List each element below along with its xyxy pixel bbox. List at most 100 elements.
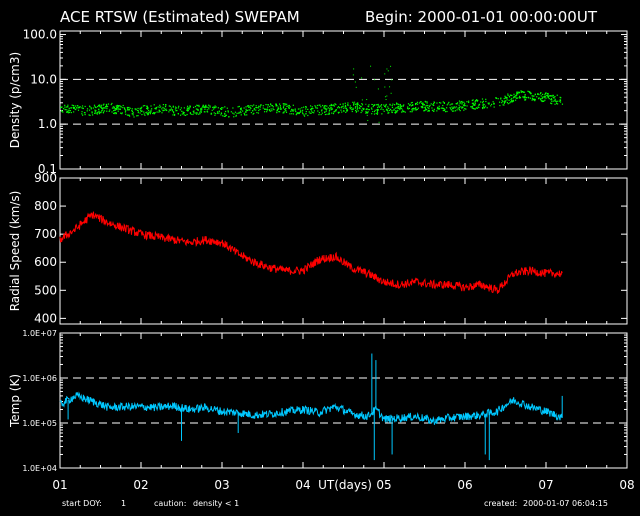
data-point (60, 110, 63, 112)
data-point (407, 106, 409, 108)
data-point (252, 113, 254, 115)
data-point (500, 97, 502, 99)
data-point (202, 104, 204, 106)
data-point (305, 108, 307, 110)
data-point (516, 91, 518, 93)
data-point (276, 112, 278, 114)
x-tick-label: 02 (133, 478, 148, 492)
data-point (347, 103, 349, 106)
data-point (102, 112, 105, 114)
data-point (289, 113, 291, 115)
data-point (350, 107, 353, 109)
data-point (121, 113, 123, 115)
data-point (442, 107, 444, 109)
data-point (172, 111, 175, 113)
data-point (73, 111, 75, 113)
data-point (401, 105, 403, 107)
data-point (547, 92, 549, 95)
x-axis-label: UT(days) (318, 478, 372, 492)
data-point (478, 106, 480, 109)
data-point (243, 107, 245, 109)
data-point (559, 99, 561, 101)
data-point (493, 106, 495, 108)
data-point (121, 112, 123, 114)
data-point (423, 110, 425, 112)
data-point (515, 95, 517, 97)
data-point (179, 109, 181, 111)
data-point (344, 104, 347, 107)
data-point (367, 108, 369, 111)
data-point (214, 114, 216, 116)
data-point (220, 112, 223, 115)
data-point (377, 88, 379, 90)
data-point (268, 109, 271, 112)
data-point (387, 112, 389, 114)
data-point (106, 105, 108, 107)
data-point (353, 103, 355, 105)
data-point (208, 108, 210, 110)
data-point (457, 107, 459, 109)
data-point (361, 99, 363, 101)
data-point (249, 106, 251, 109)
data-point (172, 105, 174, 107)
data-point (361, 110, 363, 112)
data-point (98, 105, 100, 107)
y-tick-label: 900 (34, 171, 57, 185)
data-point (116, 107, 118, 109)
data-point (82, 107, 84, 110)
data-point (189, 112, 192, 114)
data-point (462, 106, 464, 109)
data-point (351, 109, 353, 111)
data-point (115, 112, 117, 114)
data-point (415, 108, 417, 111)
data-point (97, 111, 99, 113)
data-point (439, 107, 441, 109)
data-point (537, 93, 539, 95)
data-point (441, 107, 443, 109)
data-point (427, 105, 429, 107)
start-doy-value: 1 (121, 499, 126, 508)
data-point (476, 100, 478, 102)
data-point (558, 100, 560, 102)
data-point (200, 111, 202, 113)
data-point (103, 103, 105, 105)
data-point (353, 68, 355, 70)
data-point (238, 112, 240, 114)
data-point (145, 107, 148, 109)
data-point (81, 113, 83, 115)
data-point (107, 103, 110, 105)
data-point (550, 95, 552, 97)
data-point (200, 110, 202, 112)
data-point (425, 105, 427, 107)
data-point (137, 110, 140, 112)
data-point (124, 111, 126, 113)
data-point (152, 112, 154, 115)
data-point (181, 113, 183, 115)
data-point (404, 111, 406, 113)
data-point (100, 112, 102, 114)
data-point (269, 110, 272, 112)
data-point (346, 109, 348, 111)
data-point (409, 103, 411, 106)
data-point (298, 111, 300, 114)
data-point (193, 112, 195, 114)
data-point (283, 104, 285, 106)
data-point (546, 94, 548, 97)
data-point (412, 107, 415, 109)
data-point (175, 107, 178, 109)
data-point (426, 101, 428, 103)
data-point (473, 104, 475, 106)
data-point (395, 102, 398, 104)
data-point (128, 106, 130, 109)
data-point (177, 107, 180, 109)
data-point (386, 109, 388, 111)
data-point (421, 106, 423, 109)
data-point (64, 106, 66, 108)
data-point (201, 106, 204, 108)
data-point (512, 100, 514, 102)
data-point (141, 113, 143, 116)
data-point (481, 98, 484, 100)
data-point (495, 97, 497, 99)
data-point (173, 112, 175, 114)
data-point (264, 111, 266, 113)
